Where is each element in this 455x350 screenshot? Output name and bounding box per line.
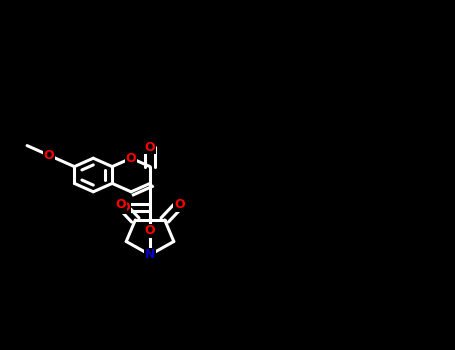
Text: O: O	[43, 149, 54, 162]
Text: O: O	[120, 201, 130, 214]
Text: N: N	[145, 248, 155, 261]
Text: O: O	[145, 224, 155, 238]
Text: O: O	[174, 198, 185, 211]
Text: O: O	[115, 198, 126, 211]
Text: O: O	[145, 141, 155, 154]
Text: O: O	[126, 152, 136, 165]
